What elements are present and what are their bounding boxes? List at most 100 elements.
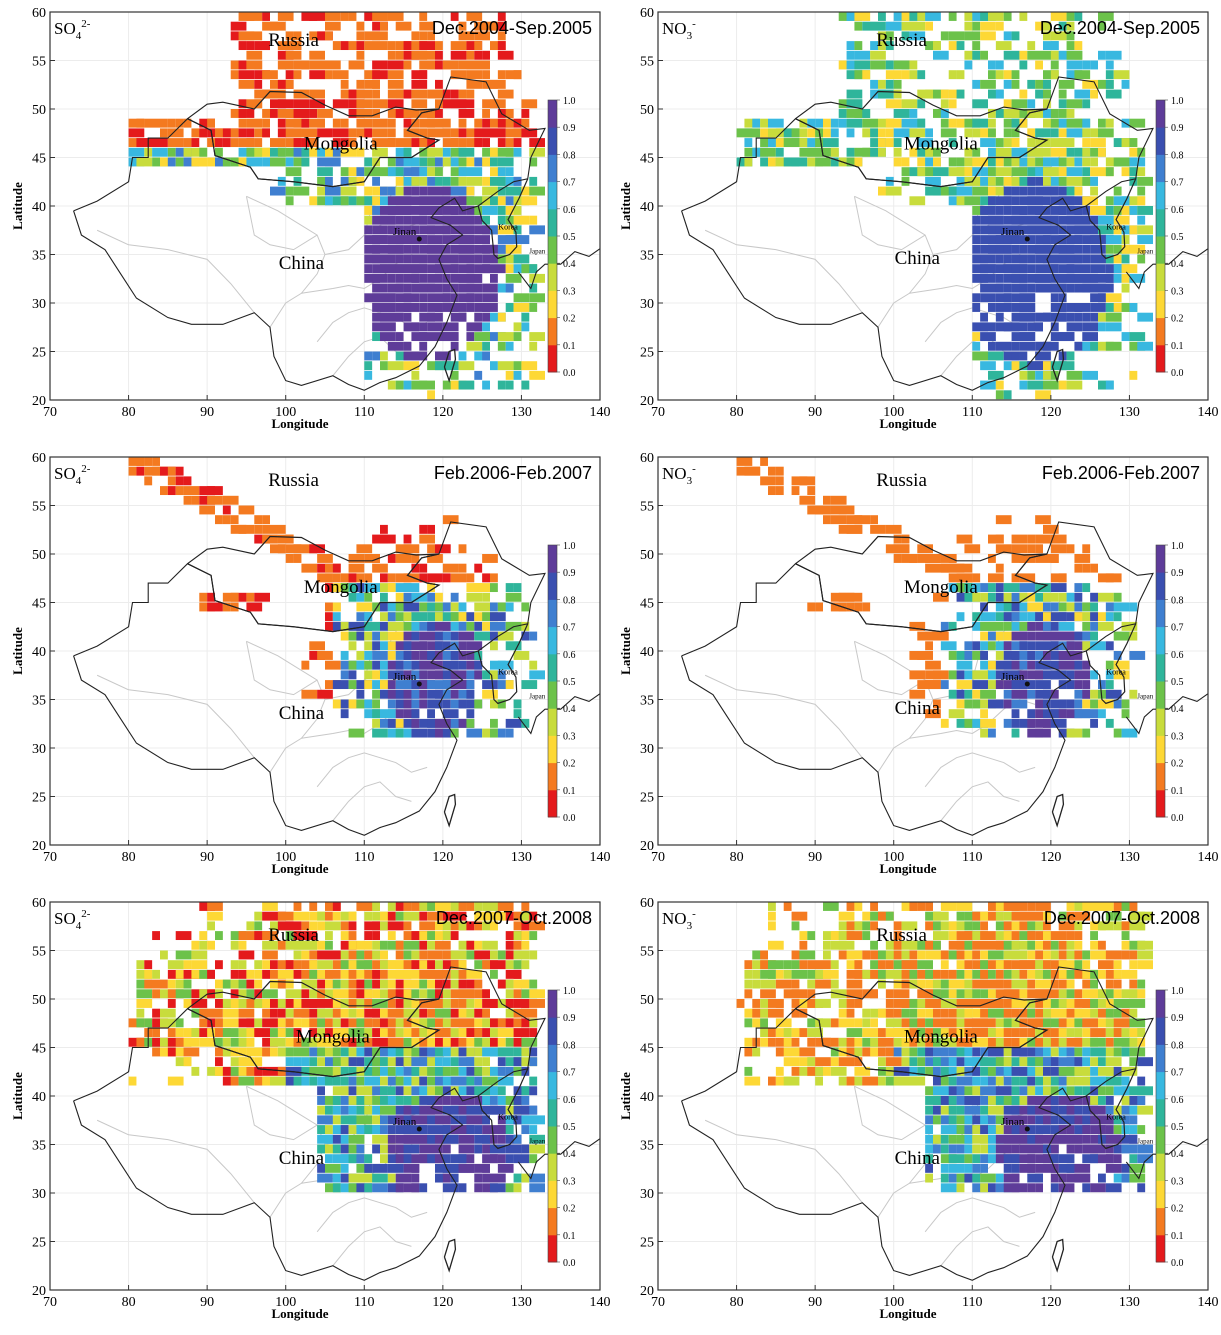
pscf-cell xyxy=(1074,1164,1090,1173)
pscf-cell xyxy=(388,912,396,921)
pscf-cell xyxy=(466,612,474,621)
pscf-cell xyxy=(286,1048,294,1057)
pscf-cell xyxy=(443,622,451,631)
pscf-cell xyxy=(1106,119,1114,128)
pscf-cell xyxy=(239,951,255,960)
pscf-cell xyxy=(191,951,207,960)
pscf-cell xyxy=(988,70,996,79)
pscf-cell xyxy=(514,1183,522,1192)
pscf-cell xyxy=(317,1086,325,1095)
pscf-cell xyxy=(239,41,247,50)
y-tick-label: 55 xyxy=(640,500,654,515)
pscf-cell xyxy=(862,951,870,960)
pscf-cell xyxy=(1019,612,1027,621)
pscf-cell xyxy=(949,709,965,718)
pscf-cell xyxy=(1051,1115,1059,1124)
pscf-cell xyxy=(490,293,498,302)
pscf-cell xyxy=(419,12,427,21)
pscf-cell xyxy=(862,70,870,79)
pscf-cell xyxy=(1074,593,1082,602)
pscf-cell xyxy=(466,709,474,718)
pscf-cell xyxy=(949,1096,957,1105)
china-label: China xyxy=(279,703,325,724)
pscf-cell xyxy=(1129,1115,1137,1124)
species-base: NO xyxy=(662,464,687,483)
x-tick-label: 80 xyxy=(730,850,744,865)
y-tick-label: 40 xyxy=(640,645,654,660)
pscf-cell xyxy=(909,951,917,960)
pscf-cell xyxy=(949,1145,957,1154)
pscf-cell xyxy=(129,1077,137,1086)
pscf-cell xyxy=(1098,622,1114,631)
pscf-cell xyxy=(1027,255,1035,264)
pscf-cell xyxy=(215,931,223,940)
pscf-cell xyxy=(964,700,972,709)
pscf-cell xyxy=(341,167,349,176)
pscf-cell xyxy=(902,61,910,70)
pscf-cell xyxy=(949,931,957,940)
pscf-cell xyxy=(514,931,522,940)
pscf-cell xyxy=(1074,1057,1082,1066)
pscf-cell xyxy=(364,912,372,921)
pscf-cell xyxy=(1082,255,1090,264)
pscf-cell xyxy=(529,980,537,989)
pscf-cell xyxy=(1090,1096,1098,1105)
pscf-cell xyxy=(490,612,506,621)
pscf-cell xyxy=(239,970,247,979)
pscf-cell xyxy=(286,158,294,167)
pscf-cell xyxy=(792,960,800,969)
pscf-cell xyxy=(1059,612,1067,621)
pscf-cell xyxy=(506,989,514,998)
pscf-cell xyxy=(309,1057,317,1066)
pscf-cell xyxy=(254,593,270,602)
pscf-cell xyxy=(506,138,514,147)
pscf-cell xyxy=(1090,274,1098,283)
pscf-cell xyxy=(807,960,823,969)
pscf-cell xyxy=(941,31,949,40)
pscf-cell xyxy=(474,293,482,302)
y-tick-label: 55 xyxy=(32,500,46,515)
pscf-cell xyxy=(792,921,800,930)
pscf-cell xyxy=(1122,264,1138,273)
pscf-cell xyxy=(482,119,490,128)
pscf-cell xyxy=(1035,951,1043,960)
pscf-cell xyxy=(941,99,949,108)
pscf-cell xyxy=(215,1018,223,1027)
pscf-cell xyxy=(1122,970,1138,979)
pscf-cell xyxy=(972,921,980,930)
pscf-cell xyxy=(199,128,207,137)
pscf-cell xyxy=(823,1057,831,1066)
pscf-cell xyxy=(191,138,199,147)
pscf-cell xyxy=(427,225,435,234)
pscf-cell xyxy=(364,1096,372,1105)
pscf-cell xyxy=(136,1018,144,1027)
pscf-cell xyxy=(301,61,309,70)
pscf-cell xyxy=(925,902,933,911)
pscf-cell xyxy=(996,90,1004,99)
y-tick-label: 60 xyxy=(32,6,46,21)
pscf-cell xyxy=(404,1057,412,1066)
x-tick-label: 80 xyxy=(730,405,744,420)
pscf-cell xyxy=(996,912,1004,921)
pscf-cell xyxy=(380,1183,388,1192)
pscf-cell xyxy=(1027,980,1035,989)
pscf-cell xyxy=(184,1057,192,1066)
pscf-cell xyxy=(949,1135,957,1144)
pscf-cell xyxy=(372,564,380,573)
pscf-cell xyxy=(980,293,996,302)
pscf-cell xyxy=(356,661,364,670)
pscf-cell xyxy=(474,255,482,264)
pscf-cell xyxy=(435,960,443,969)
pscf-cell xyxy=(482,1096,490,1105)
pscf-cell xyxy=(799,941,807,950)
pscf-cell xyxy=(506,1183,514,1192)
pscf-cell xyxy=(847,999,855,1008)
pscf-cell xyxy=(1067,544,1075,553)
pscf-cell xyxy=(411,158,419,167)
colorbar-tick-label: 0.9 xyxy=(1171,123,1184,134)
pscf-cell xyxy=(466,1018,474,1027)
pscf-cell xyxy=(1129,303,1137,312)
pscf-cell xyxy=(1067,1028,1075,1037)
pscf-cell xyxy=(847,41,855,50)
